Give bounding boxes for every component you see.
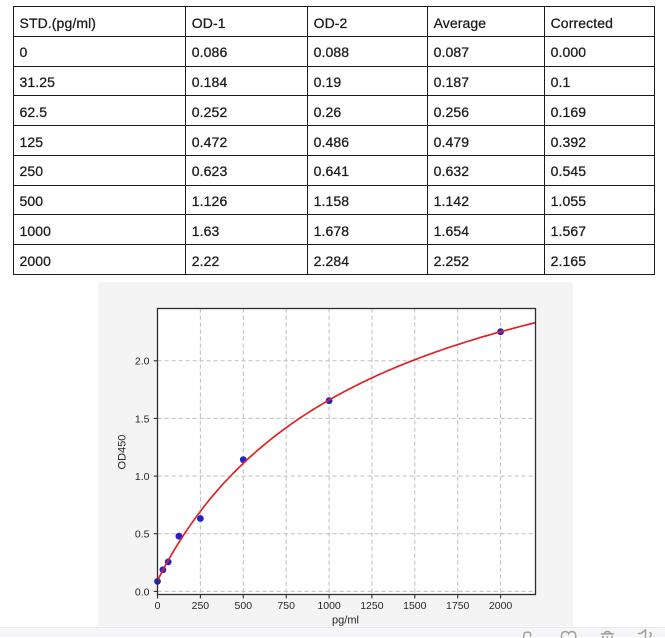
svg-text:OD450: OD450	[117, 435, 129, 470]
svg-text:1500: 1500	[403, 600, 427, 612]
svg-text:1.5: 1.5	[135, 413, 150, 425]
svg-text:2000: 2000	[489, 600, 513, 612]
svg-text:250: 250	[192, 600, 210, 612]
svg-text:1000: 1000	[317, 600, 341, 612]
svg-text:pg/ml: pg/ml	[332, 615, 359, 627]
svg-text:0.0: 0.0	[135, 586, 150, 598]
svg-text:750: 750	[277, 600, 295, 612]
svg-text:1250: 1250	[360, 600, 384, 612]
svg-text:2.0: 2.0	[135, 356, 150, 368]
svg-text:500: 500	[235, 600, 253, 612]
svg-text:1.0: 1.0	[135, 471, 150, 483]
svg-text:0: 0	[155, 600, 161, 612]
svg-text:0.5: 0.5	[135, 529, 150, 541]
svg-text:1750: 1750	[446, 600, 470, 612]
